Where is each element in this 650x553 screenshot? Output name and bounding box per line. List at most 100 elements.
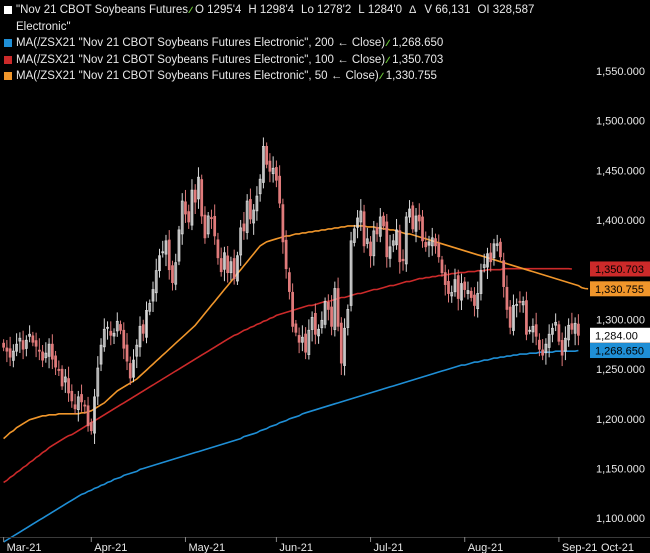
candle [112, 328, 116, 345]
candle [86, 396, 90, 432]
candle [70, 384, 74, 408]
candle [193, 184, 197, 215]
candle-body [63, 376, 67, 383]
x-tick-label: Jul-21 [374, 542, 404, 553]
candle [96, 356, 100, 406]
candle [489, 243, 493, 272]
candle [528, 326, 532, 335]
y-tick-label: 1,300.000 [596, 314, 645, 326]
low-value: 1278'2 [317, 4, 352, 16]
candle [476, 281, 480, 318]
open-interest-label: OI [477, 4, 490, 16]
candle-layer [2, 137, 580, 445]
candle-body [359, 210, 363, 223]
candle [223, 246, 226, 282]
candle-body [245, 200, 249, 233]
candle [518, 291, 522, 313]
candle-body [395, 229, 398, 246]
open-value: 1295'4 [207, 4, 242, 16]
candle [515, 298, 519, 318]
candle-body [37, 349, 41, 352]
candle-body [89, 422, 93, 432]
series-swatch [4, 6, 12, 15]
axis-layer: 1,550.000 1,500.000 1,450.000 1,400.000 1,35… [0, 66, 650, 553]
candle [80, 384, 83, 412]
candle-body [534, 324, 538, 337]
candle-body [346, 309, 350, 328]
candle [281, 198, 285, 254]
candle [417, 203, 421, 230]
candle-body [206, 215, 210, 235]
candle-body [125, 344, 129, 362]
y-tick-label: 1,450.000 [596, 165, 645, 177]
candle-body [8, 348, 12, 358]
candle [164, 234, 168, 267]
candle-body [47, 343, 51, 357]
candle [229, 256, 233, 281]
candle [34, 332, 38, 358]
volume-label: V [424, 4, 433, 16]
candle [570, 312, 574, 335]
candle-body [226, 255, 230, 274]
candle-body [67, 378, 70, 394]
candle [554, 313, 558, 332]
ma100-price-tag: 1,350.703 [590, 261, 650, 277]
legend: "Nov 21 CBOT Soybeans Futures ∕∕ O 1295'… [2, 2, 534, 85]
candle-body [310, 316, 314, 330]
candle [219, 247, 223, 277]
ma100-price-tag-bg [590, 261, 650, 277]
candle [102, 318, 106, 352]
y-tick-label: 1,200.000 [596, 414, 645, 426]
candle [343, 318, 346, 376]
candle-body [326, 301, 330, 310]
candle [2, 339, 5, 352]
candle [200, 174, 204, 224]
candle [197, 167, 200, 209]
candle-body [197, 176, 200, 200]
candle [437, 234, 441, 263]
candle-body [382, 215, 385, 227]
candle [67, 366, 70, 402]
candle-body [333, 288, 337, 330]
candle [54, 350, 57, 376]
ma100-value: 1,350.703 [392, 53, 444, 66]
candle [262, 137, 265, 189]
candle-body [96, 367, 100, 397]
ma100-line [3, 267, 572, 484]
candle-body [18, 337, 22, 342]
candle-body [547, 333, 551, 348]
candle-body [145, 310, 148, 338]
candle [502, 252, 506, 298]
candle-body [252, 209, 256, 224]
candle [313, 303, 317, 345]
ma200-price-tag: 1,268.650 [590, 343, 650, 359]
candle-body [158, 255, 161, 272]
candle [564, 326, 567, 361]
candle [508, 300, 512, 335]
candle [161, 240, 165, 258]
candle-body [492, 243, 496, 259]
candle-body [398, 230, 402, 263]
candle-body [83, 404, 87, 407]
candle [288, 267, 291, 300]
candle-body [304, 333, 307, 353]
candle [28, 325, 31, 343]
candle-body [151, 289, 155, 302]
candle [421, 210, 424, 248]
candle [369, 236, 372, 268]
candle [560, 332, 564, 367]
candle [93, 388, 96, 445]
candle [479, 263, 483, 301]
candle-body [223, 252, 226, 270]
candle [577, 314, 580, 346]
candle [512, 294, 515, 336]
candle-body [213, 215, 217, 237]
candle [5, 340, 9, 363]
candle [44, 342, 48, 363]
candle [252, 204, 256, 235]
candle-body [401, 258, 405, 262]
candle-body [106, 326, 109, 329]
candle-body [258, 178, 262, 195]
candle [538, 333, 541, 357]
